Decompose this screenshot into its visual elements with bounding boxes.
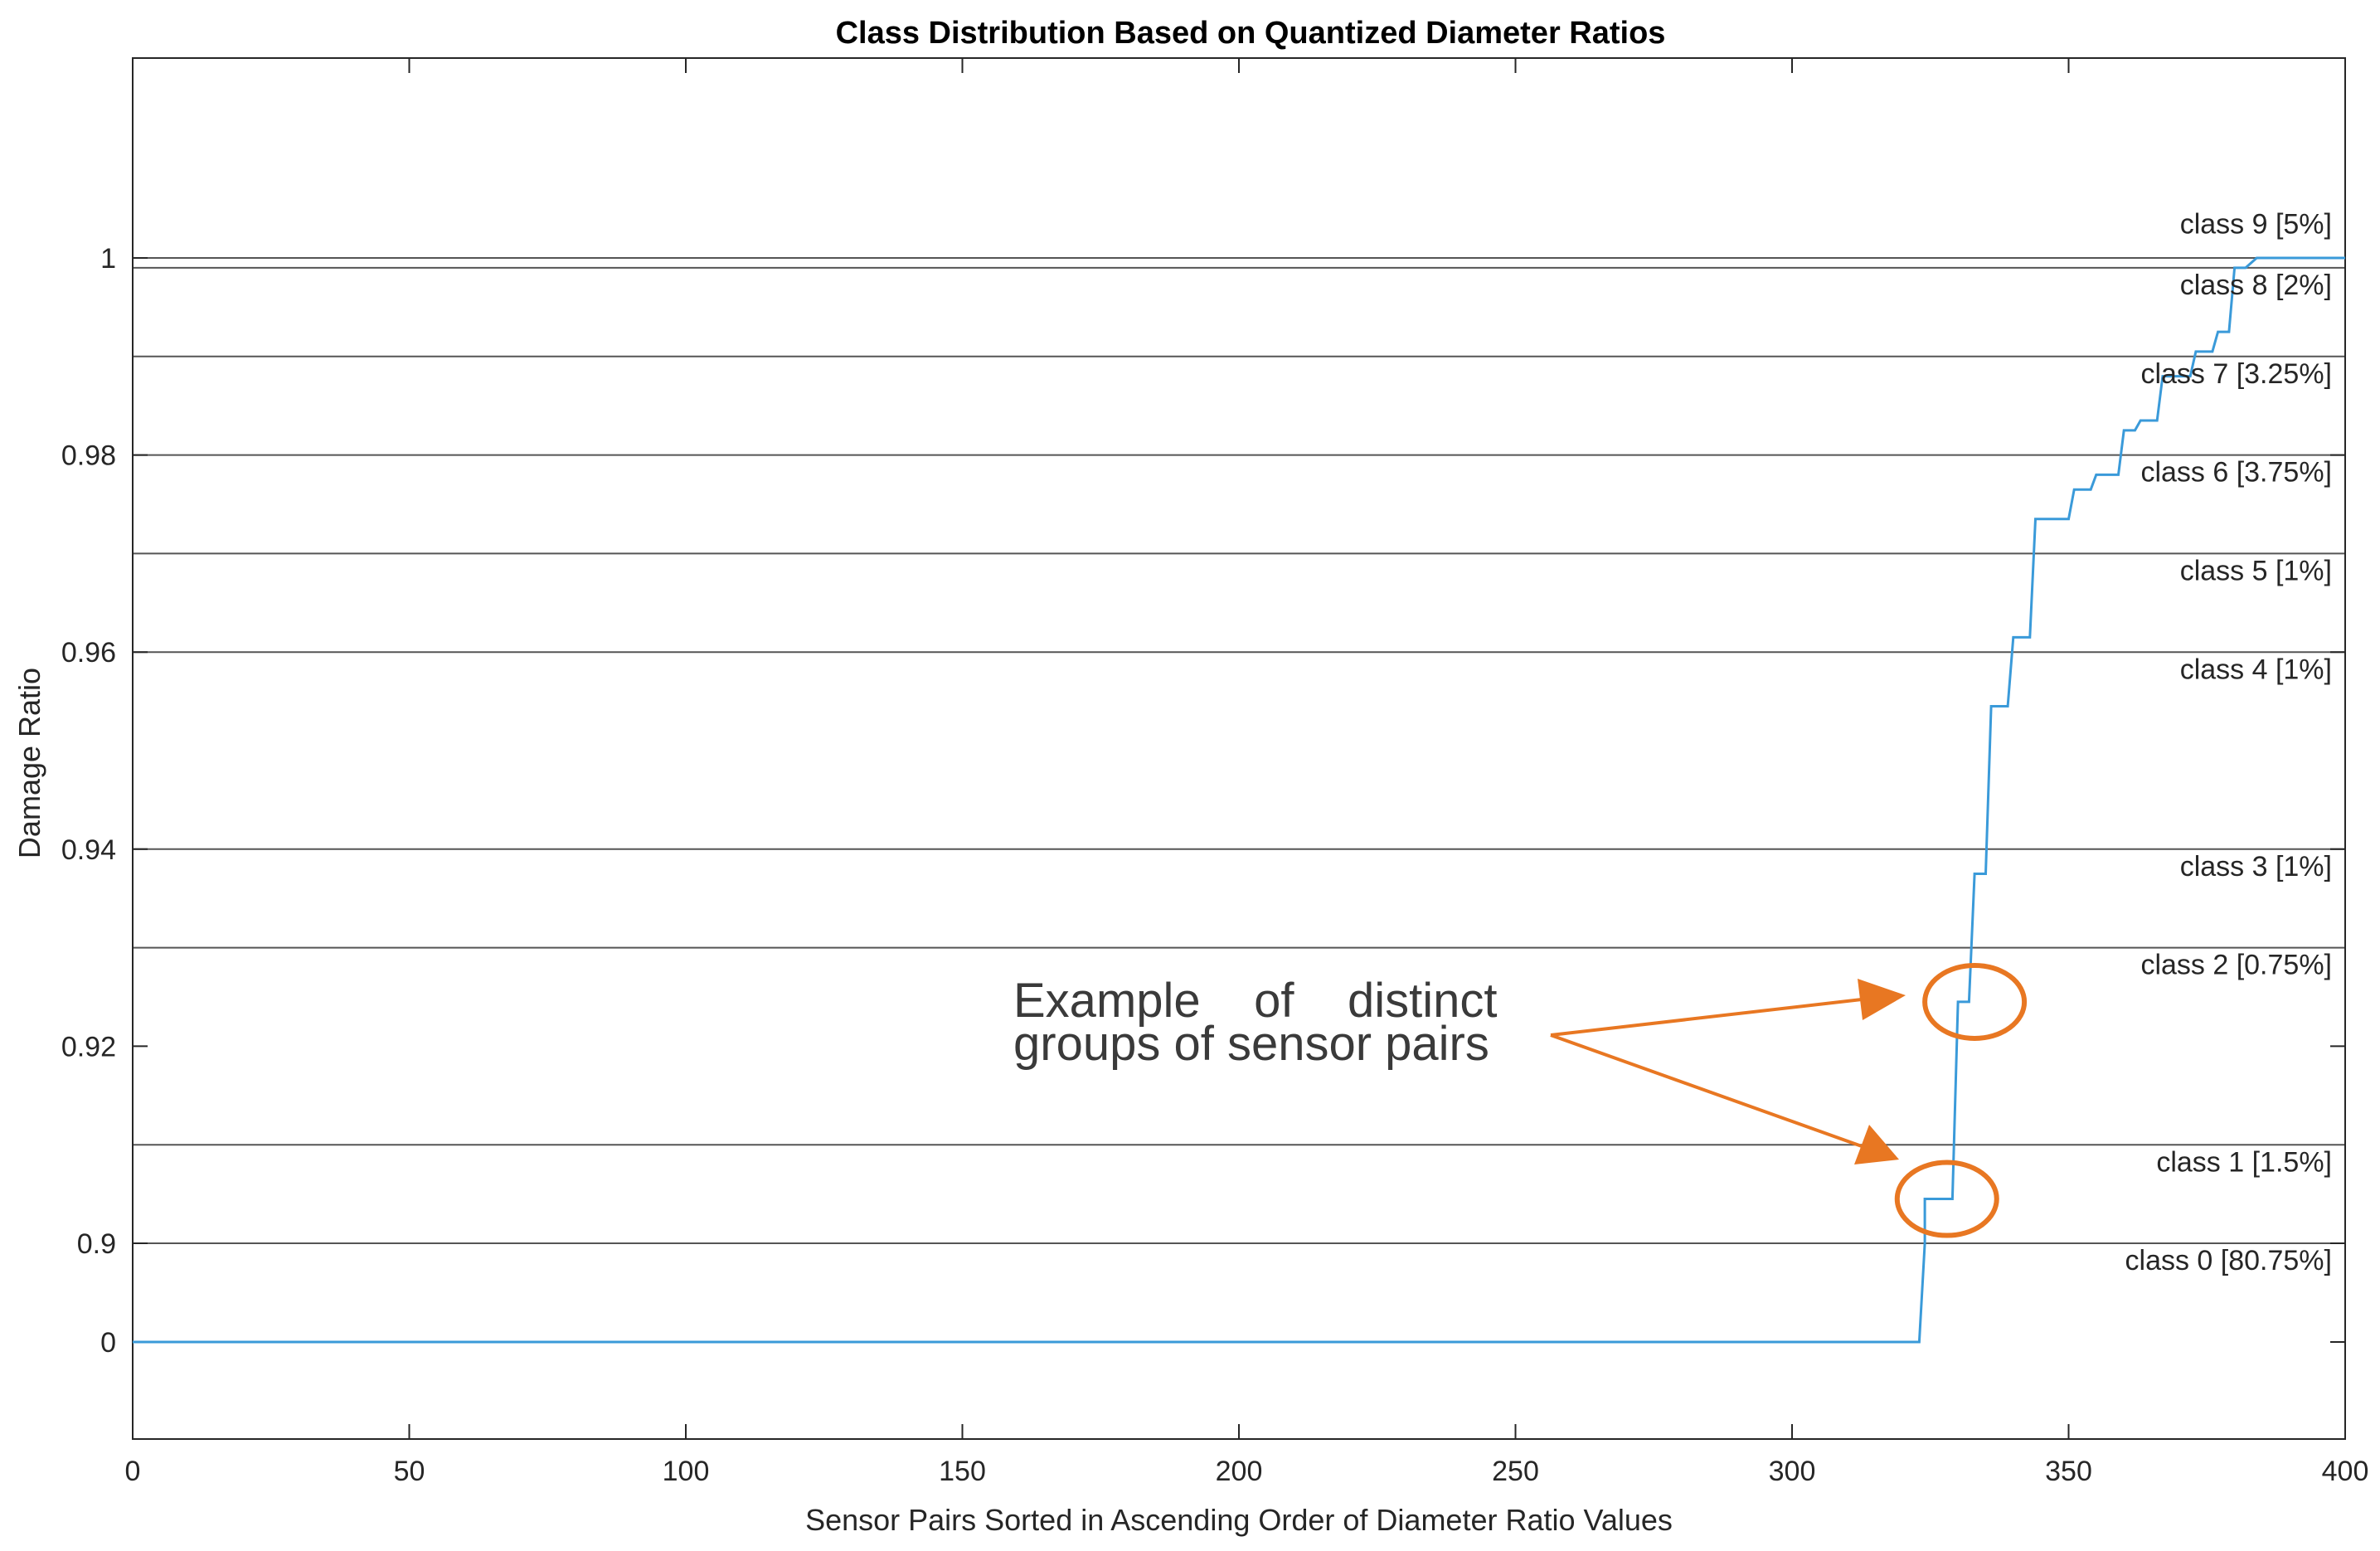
x-tick-label: 350	[2045, 1456, 2092, 1487]
class-label: class 5 [1%]	[2180, 555, 2332, 586]
x-tick-label: 50	[394, 1456, 425, 1487]
y-tick-label: 1	[100, 243, 116, 275]
y-tick-label: 0.9	[77, 1228, 116, 1260]
y-axis-label: Damage Ratio	[12, 668, 46, 858]
class-label: class 4 [1%]	[2180, 654, 2332, 685]
annotation-arrow-lower	[1550, 1033, 1863, 1148]
x-tick-label: 250	[1492, 1456, 1539, 1487]
x-tick-label: 100	[663, 1456, 710, 1487]
axis-ticks: 0 50 100 150 200 250 300 350 400 0 0.9 0.92 0.94 0.96…	[61, 58, 2369, 1487]
data-series-line	[133, 256, 2345, 1344]
class-labels: class 9 [5%] class 8 [2%] class 7 [3.25%] c…	[2125, 208, 2332, 1276]
annotation-arrow-upper	[1550, 998, 1863, 1037]
annotation-arrowhead-upper	[1858, 979, 1906, 1020]
chart-title: Class Distribution Based on Quantized Di…	[836, 16, 1666, 51]
plot-area-frame	[132, 57, 2346, 1440]
highlight-circle-lower	[1894, 1160, 1999, 1238]
y-tick-label: 0.96	[61, 637, 116, 669]
x-tick-label: 0	[125, 1456, 141, 1487]
annotation-text: Example of distinct	[1013, 974, 1497, 1028]
y-tick-label: 0.98	[61, 440, 116, 472]
annotation-text: groups of sensor pairs	[1013, 1017, 1489, 1071]
y-tick-label: 0.92	[61, 1031, 116, 1062]
annotation-arrowhead-lower	[1854, 1125, 1899, 1164]
class-label: class 9 [5%]	[2180, 208, 2332, 240]
class-label: class 6 [3.75%]	[2140, 457, 2332, 489]
class-label: class 2 [0.75%]	[2140, 950, 2332, 981]
class-label: class 8 [2%]	[2180, 270, 2332, 301]
class-label: class 7 [3.25%]	[2140, 358, 2332, 390]
y-tick-label: 0	[100, 1327, 116, 1359]
x-tick-label: 400	[2322, 1456, 2369, 1487]
series-layer	[133, 256, 2345, 1344]
x-tick-label: 150	[939, 1456, 986, 1487]
x-axis-label: Sensor Pairs Sorted in Ascending Order o…	[805, 1503, 1673, 1537]
x-tick-label: 300	[1769, 1456, 1816, 1487]
y-tick-label: 0.94	[61, 834, 116, 866]
highlight-circle-upper	[1922, 962, 2028, 1041]
class-label: class 3 [1%]	[2180, 851, 2332, 882]
x-tick-label: 200	[1216, 1456, 1263, 1487]
class-label: class 0 [80.75%]	[2125, 1245, 2332, 1276]
class-boundary-lines	[133, 257, 2345, 1244]
class-label: class 1 [1.5%]	[2156, 1146, 2332, 1178]
